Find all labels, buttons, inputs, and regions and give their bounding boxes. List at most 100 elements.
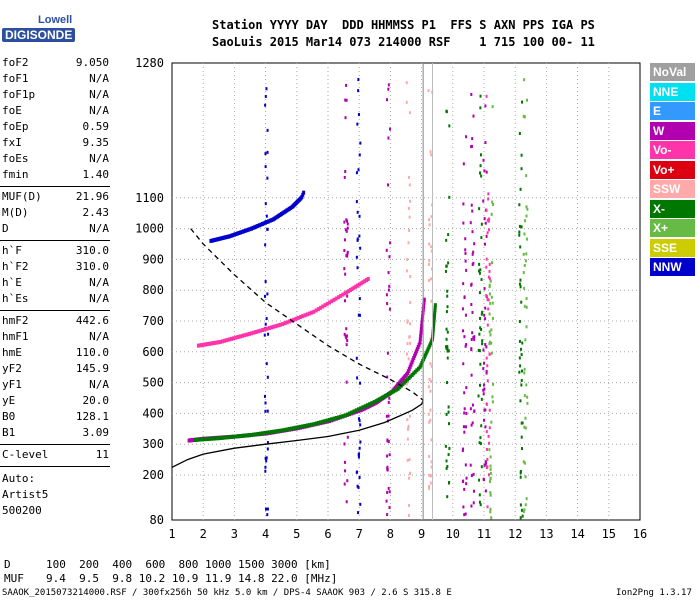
trace-point xyxy=(363,279,367,284)
trace-point xyxy=(258,328,262,333)
x-tick-label: 8 xyxy=(387,527,394,541)
param-row: B1 3.09 xyxy=(2,426,109,442)
echo-dot xyxy=(487,307,490,311)
echo-dot xyxy=(479,171,482,175)
legend-item-nnw: NNW xyxy=(650,258,695,276)
echo-dot xyxy=(462,425,465,429)
echo-dot xyxy=(427,385,430,389)
echo-dot xyxy=(482,383,485,387)
y-tick-label: 700 xyxy=(142,314,164,328)
trace-point xyxy=(215,436,219,441)
echo-dot xyxy=(408,414,411,418)
echo-dot xyxy=(388,505,391,509)
y-tick-label: 400 xyxy=(142,406,164,420)
trace-point xyxy=(217,436,221,441)
echo-dot xyxy=(265,459,268,463)
param-row: hmF2 442.6 xyxy=(2,314,109,330)
echo-dot xyxy=(483,217,486,221)
echo-dot xyxy=(430,364,433,368)
echo-dot xyxy=(519,471,522,475)
trace-point xyxy=(227,435,231,440)
trace-point xyxy=(379,396,383,401)
echo-dot xyxy=(523,425,526,429)
trace-point xyxy=(227,337,231,342)
echo-dot xyxy=(343,248,346,252)
trace-point xyxy=(433,303,437,308)
param-label: foEp xyxy=(2,120,29,133)
trace-point xyxy=(382,394,386,399)
echo-dot xyxy=(484,221,487,225)
echo-dot xyxy=(490,328,493,332)
echo-dot xyxy=(408,111,411,115)
echo-dot xyxy=(462,505,465,509)
echo-dot xyxy=(264,165,267,169)
x-tick-label: 14 xyxy=(570,527,584,541)
trace-point xyxy=(270,429,274,434)
echo-dot xyxy=(488,312,491,316)
echo-dot xyxy=(489,510,492,514)
echo-dot xyxy=(386,183,389,187)
echo-dot xyxy=(485,430,488,434)
trace-point xyxy=(301,314,305,319)
trace-point xyxy=(432,321,436,326)
trace-point xyxy=(232,336,236,341)
echo-dot xyxy=(388,255,391,259)
trace-point xyxy=(234,434,238,439)
echo-dot xyxy=(478,478,481,482)
trace-point xyxy=(229,233,233,238)
trace-point xyxy=(263,327,267,332)
param-label: yF1 xyxy=(2,378,22,391)
y-tick-label: 300 xyxy=(142,437,164,451)
echo-dot xyxy=(524,259,527,263)
echo-dot xyxy=(386,513,389,517)
echo-dot xyxy=(445,346,448,350)
trace-point xyxy=(408,364,412,369)
echo-dot xyxy=(429,277,432,281)
param-label: h`F xyxy=(2,244,22,257)
echo-dot xyxy=(386,465,389,469)
trace-point xyxy=(336,295,340,300)
trace-point xyxy=(328,300,331,305)
echo-dot xyxy=(491,400,494,404)
echo-dot xyxy=(483,242,486,246)
echo-dot xyxy=(462,162,465,166)
echo-dot xyxy=(343,332,346,336)
echo-dot xyxy=(461,307,464,311)
param-separator xyxy=(0,444,110,445)
trace-point xyxy=(418,340,422,345)
trace-point xyxy=(267,430,271,435)
echo-dot xyxy=(346,226,349,230)
trace-point xyxy=(390,390,394,395)
trace-point xyxy=(323,419,327,424)
echo-dot xyxy=(430,249,433,253)
echo-dot xyxy=(263,394,266,398)
trace-point xyxy=(345,290,349,295)
auto-scaling-info: 500200 xyxy=(2,504,42,517)
echo-dot xyxy=(462,479,465,483)
echo-dot xyxy=(519,278,522,282)
echo-dot xyxy=(524,338,527,342)
trace-point xyxy=(234,232,238,237)
echo-dot xyxy=(463,513,466,517)
param-separator xyxy=(0,466,110,467)
echo-dot xyxy=(409,471,412,475)
echo-dot xyxy=(429,150,432,154)
echo-dot xyxy=(429,474,432,478)
param-label: hmE xyxy=(2,346,22,359)
trace-point xyxy=(410,360,414,365)
legend-item-x: X+ xyxy=(650,219,695,237)
echo-dot xyxy=(519,364,522,368)
trace-point xyxy=(270,325,274,330)
echo-dot xyxy=(472,261,475,265)
echo-dot xyxy=(344,299,347,303)
trace-point xyxy=(330,299,334,304)
echo-dot xyxy=(485,402,488,406)
echo-dot xyxy=(489,455,492,459)
trace-point xyxy=(387,392,391,397)
legend-item-vo: Vo+ xyxy=(650,160,695,179)
echo-dot xyxy=(482,367,485,371)
trace-point xyxy=(359,406,363,411)
echo-dot xyxy=(387,414,390,418)
trace-point xyxy=(348,287,352,292)
param-row: yE 20.0 xyxy=(2,394,109,410)
